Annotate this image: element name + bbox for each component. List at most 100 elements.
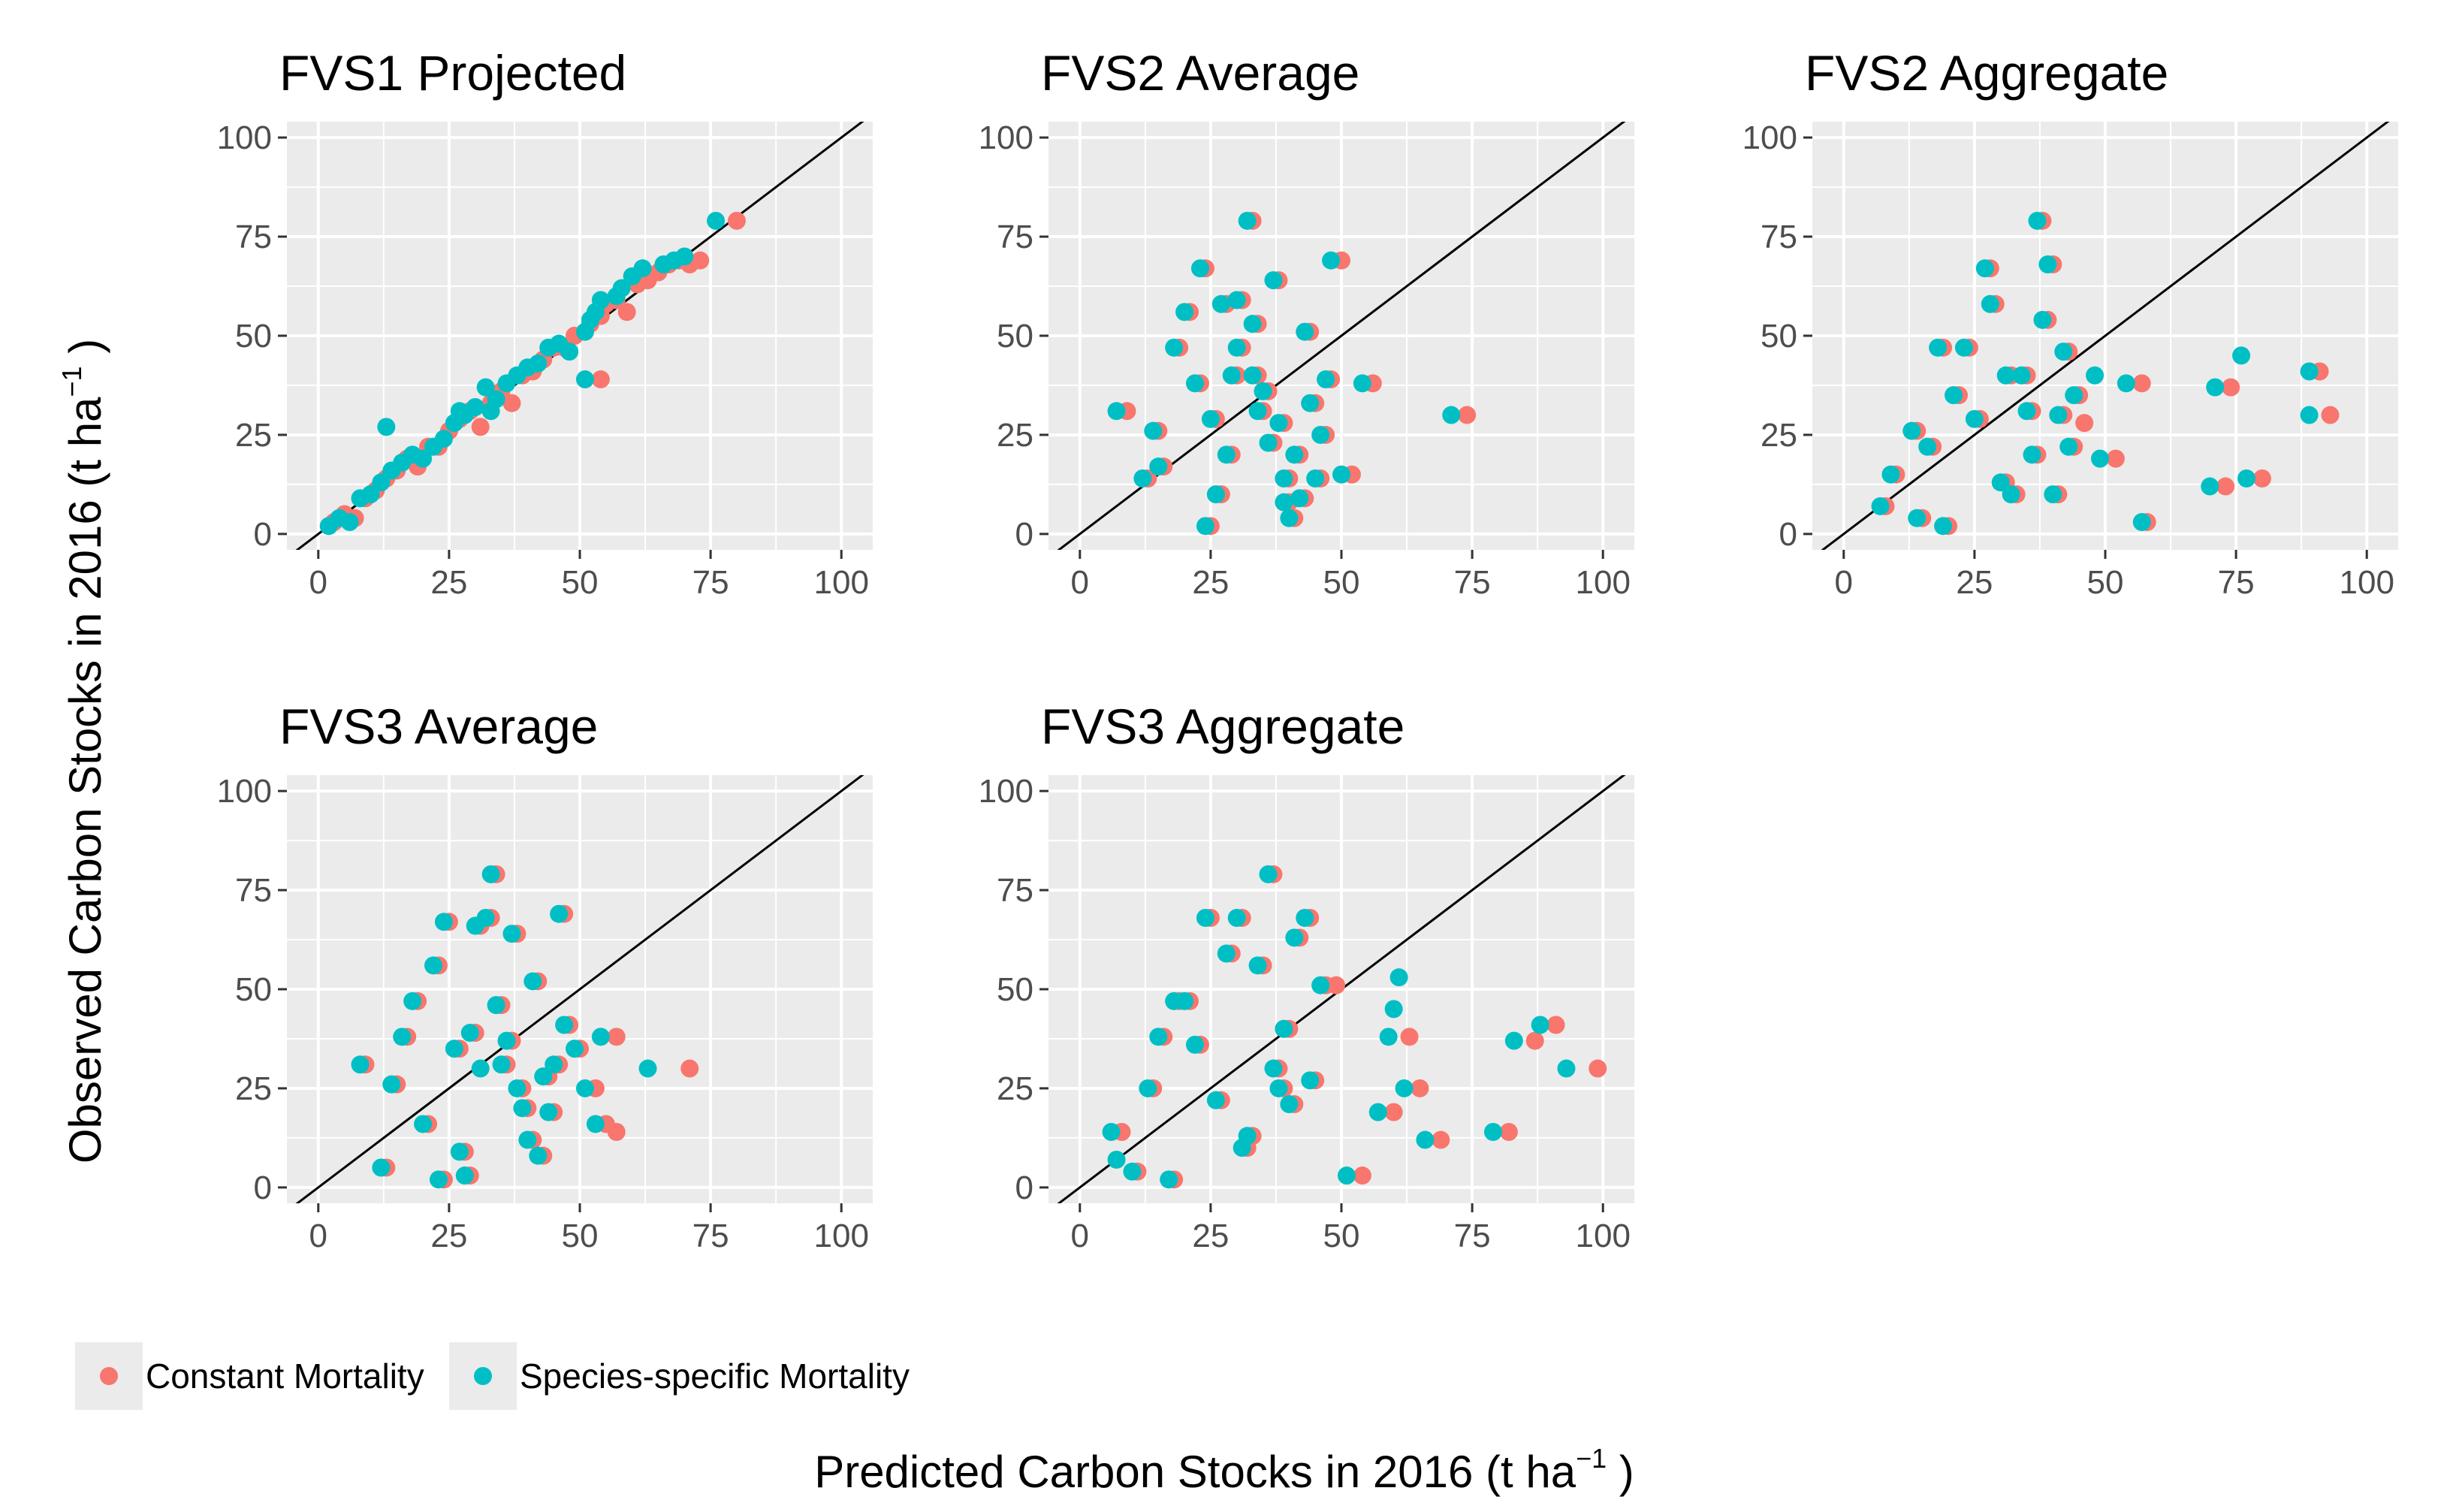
data-point	[1186, 374, 1204, 393]
data-point	[460, 1024, 479, 1043]
data-point	[382, 1075, 401, 1094]
x-axis-title: Predicted Carbon Stocks in 2016 (t ha−1 …	[814, 1443, 1634, 1497]
data-point	[727, 211, 746, 230]
data-point	[1311, 976, 1330, 994]
data-point	[545, 1055, 563, 1074]
data-point	[560, 343, 579, 361]
data-point	[372, 1158, 391, 1177]
y-axis-title-close: )	[60, 339, 110, 367]
data-point	[633, 259, 652, 278]
data-point	[1243, 315, 1262, 333]
data-point	[1285, 445, 1304, 464]
data-point	[466, 398, 484, 416]
data-point	[429, 1170, 448, 1189]
data-point	[1238, 211, 1257, 230]
data-point	[1337, 1166, 1356, 1185]
data-point	[591, 1028, 610, 1046]
data-point	[612, 279, 631, 297]
data-point	[1149, 1028, 1168, 1046]
data-point	[2216, 477, 2235, 496]
data-point	[638, 1059, 657, 1078]
legend-label-species: Species-specific Mortality	[520, 1357, 910, 1396]
x-tick-label: 50	[562, 564, 599, 601]
data-point	[1546, 1016, 1565, 1034]
series-species-mortality	[1107, 211, 1461, 536]
data-point	[2075, 414, 2094, 433]
series-species-mortality	[1871, 211, 2319, 536]
data-point	[2028, 211, 2047, 230]
data-point	[2232, 346, 2251, 365]
data-point	[361, 485, 380, 504]
data-point	[607, 1123, 626, 1141]
data-point	[1280, 1095, 1299, 1114]
data-point	[2222, 378, 2240, 397]
data-point	[1248, 402, 1267, 421]
data-point	[497, 1031, 516, 1050]
data-point	[1332, 465, 1350, 484]
data-point	[2201, 477, 2219, 496]
data-point	[1945, 386, 1963, 405]
data-point	[2300, 406, 2319, 424]
data-point	[550, 904, 569, 923]
data-point	[1175, 303, 1194, 321]
data-point	[1222, 366, 1241, 385]
data-point	[575, 370, 594, 389]
x-tick-label: 75	[1454, 564, 1491, 601]
data-point	[529, 354, 548, 373]
y-tick-label: 25	[997, 417, 1033, 454]
x-axis-title-main: Predicted Carbon Stocks in 2016 (t ha	[814, 1447, 1577, 1497]
data-point	[1133, 469, 1152, 487]
y-tick-label: 25	[235, 417, 272, 454]
y-axis-title-superscript: −1	[56, 367, 87, 397]
data-point	[1902, 421, 1921, 440]
data-point	[617, 303, 636, 321]
y-tick-label: 50	[235, 318, 272, 355]
data-point	[2038, 255, 2057, 273]
x-tick-label: 100	[1576, 564, 1631, 601]
series-species-mortality	[351, 865, 657, 1189]
panel-title: FVS2 Aggregate	[1805, 45, 2168, 101]
data-point	[424, 956, 442, 975]
y-tick-label: 25	[1761, 417, 1797, 454]
y-tick-label: 100	[979, 773, 1033, 810]
data-point	[529, 1146, 548, 1165]
data-point	[2086, 366, 2105, 385]
data-point	[1259, 433, 1278, 452]
y-axis-title-main: Observed Carbon Stocks in 2016 (t ha	[60, 397, 110, 1163]
data-point	[1311, 425, 1330, 444]
data-point	[1190, 259, 1209, 278]
data-point	[502, 394, 521, 412]
data-point	[1227, 909, 1246, 927]
data-point	[1975, 259, 1994, 278]
data-point	[2054, 343, 2073, 361]
data-point	[414, 449, 433, 468]
data-point	[680, 1059, 699, 1078]
x-tick-label: 75	[692, 1218, 729, 1254]
x-tick-label: 25	[1956, 564, 1993, 601]
x-tick-label: 0	[309, 564, 327, 601]
data-point	[518, 1130, 537, 1149]
data-point	[1211, 294, 1230, 313]
x-tick-label: 100	[1576, 1218, 1631, 1254]
data-point	[513, 1099, 532, 1118]
y-tick-label: 100	[979, 119, 1033, 156]
data-point	[471, 1059, 490, 1078]
y-tick-label: 75	[235, 219, 272, 255]
data-point	[1275, 1019, 1293, 1038]
y-tick-label: 0	[1779, 516, 1797, 553]
data-point	[1275, 469, 1293, 487]
data-point	[1353, 374, 1371, 393]
data-point	[1416, 1130, 1435, 1149]
data-point	[340, 513, 359, 532]
data-point	[434, 430, 453, 448]
data-point	[1918, 437, 1937, 456]
data-point	[1525, 1031, 1544, 1050]
y-tick-label: 25	[997, 1070, 1033, 1107]
data-point	[1259, 865, 1278, 883]
x-tick-label: 25	[1192, 564, 1229, 601]
y-tick-label: 75	[997, 219, 1033, 255]
data-point	[1102, 1123, 1121, 1141]
